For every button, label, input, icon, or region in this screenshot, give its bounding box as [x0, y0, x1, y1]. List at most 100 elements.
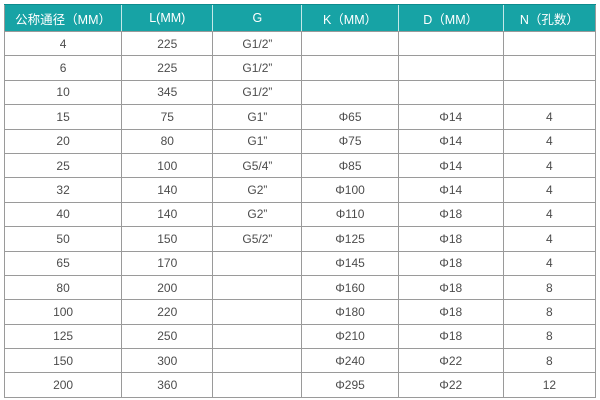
table-row: 6 225 G1/2” — [3, 55, 597, 81]
table-cell: 6 — [3, 55, 123, 81]
spec-table: 公称通径（MM） L(MM) G K（MM） D（MM） N（孔数） 4 225 G1/2” 6… — [3, 4, 597, 398]
table-cell: 4 — [3, 30, 123, 57]
table-cell: 80 — [3, 274, 123, 301]
table-cell: Φ210 — [301, 323, 399, 350]
table-cell: 20 — [3, 128, 123, 154]
table-cell: G1/2” — [212, 30, 303, 57]
table-cell: 150 — [121, 226, 214, 252]
table-cell — [502, 79, 597, 106]
table-row: 40 140 G2” Φ110 Φ18 4 — [3, 201, 597, 228]
table-cell: Φ85 — [301, 152, 399, 179]
table-cell: 8 — [502, 274, 597, 301]
column-header: K（MM） — [301, 4, 399, 32]
table-cell: Φ100 — [301, 177, 399, 203]
table-cell — [212, 348, 303, 374]
table-row: 125 250 Φ210 Φ18 8 — [3, 323, 597, 350]
table-cell: 225 — [121, 30, 214, 57]
table-row: 150 300 Φ240 Φ22 8 — [3, 348, 597, 374]
table-cell: Φ110 — [301, 201, 399, 228]
table-body: 4 225 G1/2” 6 225 G1/2” 10 345 G1/2” 15 75 G1” Φ65 Φ1… — [3, 30, 597, 398]
table-cell: 25 — [3, 152, 123, 179]
table-cell: 4 — [502, 226, 597, 252]
table-cell: Φ18 — [397, 299, 504, 325]
table-cell — [397, 79, 504, 106]
table-row: 80 200 Φ160 Φ18 8 — [3, 274, 597, 301]
table-cell — [301, 55, 399, 81]
table-cell — [212, 323, 303, 350]
table-cell: Φ14 — [397, 128, 504, 154]
table-cell — [397, 55, 504, 81]
table-cell: Φ240 — [301, 348, 399, 374]
table-cell: G1” — [212, 128, 303, 154]
table-cell: 4 — [502, 250, 597, 276]
table-cell: 100 — [121, 152, 214, 179]
table-cell: 4 — [502, 128, 597, 154]
table-cell: 4 — [502, 201, 597, 228]
table-cell: Φ160 — [301, 274, 399, 301]
table-cell: Φ295 — [301, 372, 399, 398]
table-cell: 360 — [121, 372, 214, 398]
table-cell — [397, 30, 504, 57]
table-cell: G1” — [212, 104, 303, 130]
column-header: 公称通径（MM） — [4, 4, 122, 32]
table-row: 15 75 G1” Φ65 Φ14 4 — [3, 104, 597, 130]
table-row: 10 345 G1/2” — [3, 79, 597, 106]
table-cell: 140 — [121, 177, 214, 203]
table-cell: 125 — [3, 323, 123, 350]
table-cell: G2” — [212, 177, 303, 203]
table-cell: 300 — [121, 348, 214, 374]
table-cell: Φ18 — [397, 201, 504, 228]
table-cell: Φ75 — [301, 128, 399, 154]
table-cell: Φ22 — [397, 348, 504, 374]
table-cell: G5/2” — [212, 226, 303, 252]
table-cell: Φ14 — [397, 152, 504, 179]
table-row: 50 150 G5/2” Φ125 Φ18 4 — [3, 226, 597, 252]
table-cell: 65 — [3, 250, 123, 276]
table-cell: 345 — [121, 79, 214, 106]
table-cell: G1/2” — [212, 55, 303, 81]
table-cell: Φ14 — [397, 177, 504, 203]
column-header: N（孔数） — [502, 4, 596, 32]
table-cell: 50 — [3, 226, 123, 252]
table-row: 4 225 G1/2” — [3, 30, 597, 57]
table-cell: G2” — [212, 201, 303, 228]
table-cell — [212, 250, 303, 276]
table-cell: 4 — [502, 104, 597, 130]
column-header: L(MM) — [121, 4, 213, 32]
table-cell: 12 — [502, 372, 597, 398]
table-cell: Φ22 — [397, 372, 504, 398]
table-cell: 170 — [121, 250, 214, 276]
table-cell: G1/2” — [212, 79, 303, 106]
table-cell: 200 — [121, 274, 214, 301]
table-cell: 225 — [121, 55, 214, 81]
table-cell: Φ125 — [301, 226, 399, 252]
table-cell: 15 — [3, 104, 123, 130]
table-cell: 140 — [121, 201, 214, 228]
table-row: 32 140 G2” Φ100 Φ14 4 — [3, 177, 597, 203]
table-cell: 10 — [3, 79, 123, 106]
table-cell: Φ65 — [301, 104, 399, 130]
header-row: 公称通径（MM） L(MM) G K（MM） D（MM） N（孔数） — [4, 4, 596, 32]
table-cell: Φ18 — [397, 226, 504, 252]
table-cell — [502, 55, 597, 81]
table-cell: 80 — [121, 128, 214, 154]
table-header: 公称通径（MM） L(MM) G K（MM） D（MM） N（孔数） — [4, 4, 596, 32]
table-cell: 32 — [3, 177, 123, 203]
table-row: 25 100 G5/4” Φ85 Φ14 4 — [3, 152, 597, 179]
table-cell — [212, 372, 303, 398]
table-row: 200 360 Φ295 Φ22 12 — [3, 372, 597, 398]
table-cell: Φ145 — [301, 250, 399, 276]
table-cell: Φ18 — [397, 274, 504, 301]
table-row: 65 170 Φ145 Φ18 4 — [3, 250, 597, 276]
table-cell: 40 — [3, 201, 123, 228]
table-cell: Φ14 — [397, 104, 504, 130]
table-cell: 220 — [121, 299, 214, 325]
table-cell: Φ18 — [397, 323, 504, 350]
table-cell — [301, 79, 399, 106]
table-cell: 4 — [502, 152, 597, 179]
table-cell: 200 — [3, 372, 123, 398]
column-header: G — [212, 4, 302, 32]
table-cell: 8 — [502, 348, 597, 374]
table-cell: 75 — [121, 104, 214, 130]
